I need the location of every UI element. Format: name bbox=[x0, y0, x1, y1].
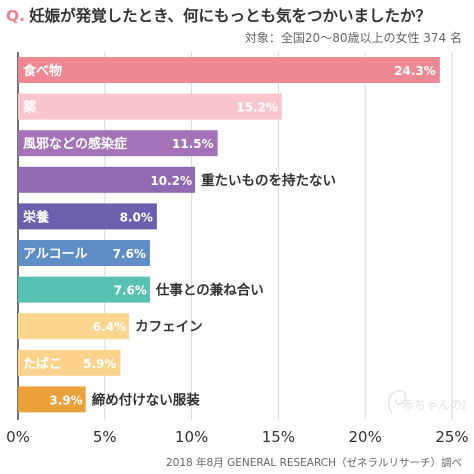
chart-title: Q. 妊娠が発覚したとき、何にもっとも気をつかいましたか？ bbox=[6, 4, 468, 26]
watermark-text: 赤ちゃんの部屋 bbox=[402, 397, 466, 412]
data-label-0: 24.3% bbox=[394, 64, 436, 78]
x-tick-label-4: 20% bbox=[349, 428, 382, 446]
x-tick-label-5: 25% bbox=[435, 428, 468, 446]
stork-icon bbox=[387, 390, 407, 414]
category-label-6: 仕事との兼ね合い bbox=[155, 282, 264, 299]
bar-4 bbox=[18, 203, 157, 230]
watermark-logo: 赤ちゃんの部屋 bbox=[387, 390, 466, 414]
data-label-5: 7.6% bbox=[113, 247, 146, 261]
x-tick-label-1: 5% bbox=[93, 428, 117, 446]
bar-8 bbox=[18, 349, 121, 376]
category-label-7: カフェイン bbox=[135, 319, 203, 335]
data-label-2: 11.5% bbox=[172, 137, 214, 151]
category-label-4: 栄養 bbox=[22, 209, 49, 225]
category-label-5: アルコール bbox=[23, 247, 88, 262]
category-label-3: 重たいものを持たない bbox=[201, 172, 336, 189]
title-text: 妊娠が発覚したとき、何にもっとも気をつかいましたか？ bbox=[29, 7, 431, 25]
x-tick-label-0: 0% bbox=[6, 428, 30, 446]
data-label-6: 7.6% bbox=[114, 284, 147, 298]
category-label-0: 食べ物 bbox=[23, 63, 62, 79]
bar-9 bbox=[18, 386, 86, 413]
data-label-4: 8.0% bbox=[120, 210, 153, 224]
data-label-8: 5.9% bbox=[83, 357, 116, 371]
x-tick-label-2: 10% bbox=[175, 428, 208, 446]
bar-2 bbox=[18, 130, 218, 157]
bar-7 bbox=[18, 313, 130, 340]
x-tick-label-3: 15% bbox=[262, 428, 295, 446]
source-note: 2018 年8月 GENERAL RESEARCH（ゼネラルリサーチ）調べ bbox=[166, 457, 462, 469]
bar-5 bbox=[18, 240, 150, 266]
question-mark-label: Q. bbox=[6, 7, 26, 25]
bar-3 bbox=[18, 166, 196, 193]
data-label-1: 15.2% bbox=[236, 101, 278, 115]
bar-1 bbox=[18, 93, 282, 120]
category-label-9: 締め付けない服装 bbox=[92, 391, 200, 408]
bar-0 bbox=[18, 57, 440, 83]
category-label-1: 薬 bbox=[22, 100, 37, 116]
chart-subtitle: 対象：全国20〜80歳以上の女性 374 名 bbox=[244, 31, 462, 45]
data-label-9: 3.9% bbox=[49, 393, 82, 407]
data-label-7: 6.4% bbox=[93, 320, 126, 334]
category-label-8: たばこ bbox=[23, 357, 62, 372]
category-label-2: 風邪などの感染症 bbox=[23, 136, 127, 152]
bar-6 bbox=[18, 276, 150, 303]
data-label-3: 10.2% bbox=[150, 174, 192, 188]
